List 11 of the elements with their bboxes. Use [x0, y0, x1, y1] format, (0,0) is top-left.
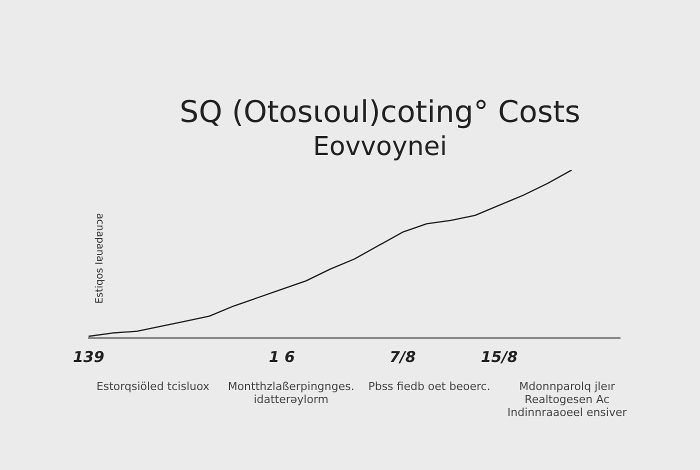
x-tick-label: 139	[73, 348, 104, 366]
x-tick-label: 1 6	[268, 348, 295, 366]
y-axis-title: Estiqos Ιɐuɐdɐuɔɐ	[94, 212, 106, 306]
x-tick-label: 15/8	[480, 348, 518, 366]
text: Estorqsiöled tcisluox	[95, 380, 210, 395]
text: Pbss fiedb oet beoerc.	[367, 380, 492, 395]
text: Montthzlaßerpingnges. idatterəylorm	[228, 380, 354, 408]
chart-title: SQ (Otosɩoul)coting° Costs	[178, 95, 582, 130]
chart-subtitle: Eovvoynei	[312, 131, 448, 164]
x-tick-label: 7/8	[389, 348, 416, 366]
text: Mdonnparolq jleır Realtogesen Ac Indinnraaoeel ensiver	[506, 380, 628, 419]
